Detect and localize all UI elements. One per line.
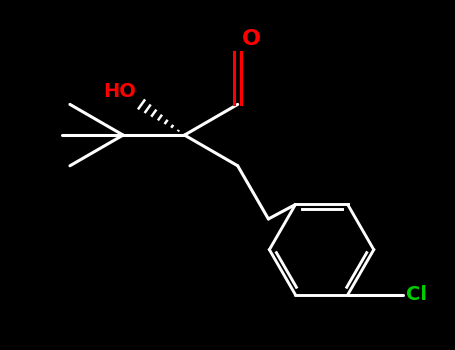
Text: O: O (242, 29, 261, 49)
Text: HO: HO (104, 82, 136, 101)
Text: Cl: Cl (406, 285, 427, 304)
